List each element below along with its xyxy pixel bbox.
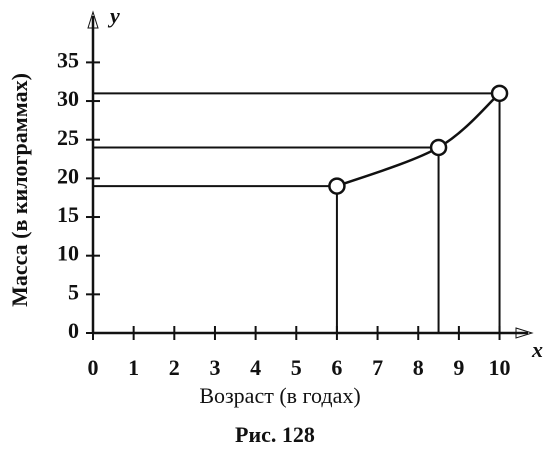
y-tick-label: 10: [57, 241, 79, 266]
x-tick-label: 6: [331, 355, 342, 380]
caption: Рис. 128: [235, 422, 315, 447]
y-tick-label: 25: [57, 125, 79, 150]
x-arrow: [515, 327, 534, 339]
y-tick-label: 30: [57, 86, 79, 111]
x-tick-label: 9: [453, 355, 464, 380]
y-tick-label: 5: [68, 279, 79, 304]
x-tick-label: 3: [209, 355, 220, 380]
x-axis-name: x: [531, 337, 543, 362]
x-tick-label: 7: [372, 355, 383, 380]
y-tick-label: 20: [57, 163, 79, 188]
point: [490, 84, 509, 103]
point: [429, 138, 448, 157]
y-axis-label: Масса (в килограммах): [7, 73, 32, 307]
y-arrow: [87, 10, 99, 29]
y-tick-label: 0: [68, 318, 79, 343]
curve: [336, 92, 501, 188]
y-tick-label: 15: [57, 202, 79, 227]
x-tick-label: 4: [250, 355, 261, 380]
x-tick-label: 0: [88, 355, 99, 380]
x-tick-label: 8: [413, 355, 424, 380]
x-tick-label: 5: [291, 355, 302, 380]
point: [328, 177, 346, 195]
x-tick-label: 10: [489, 355, 511, 380]
x-axis-label: Возраст (в годах): [199, 383, 360, 408]
x-tick-label: 2: [169, 355, 180, 380]
y-tick-label: 35: [57, 47, 79, 72]
x-tick-label: 1: [128, 355, 139, 380]
y-axis-name: y: [107, 3, 120, 28]
